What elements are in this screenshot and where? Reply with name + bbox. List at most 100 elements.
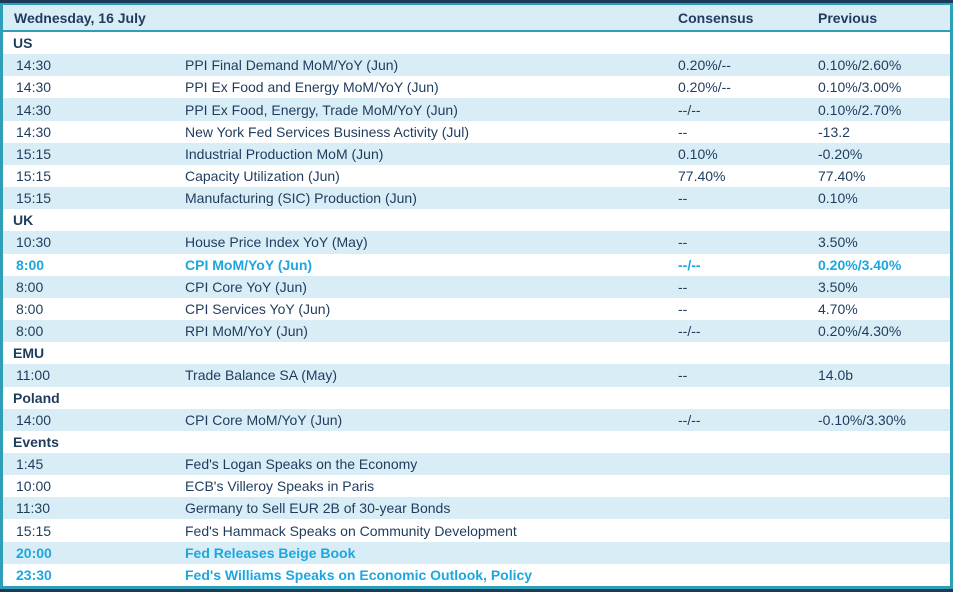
cell-event: CPI Services YoY (Jun) — [185, 300, 331, 317]
cell-consensus: --/-- — [678, 411, 701, 428]
cell-previous: 3.50% — [818, 278, 858, 295]
cell-event: CPI MoM/YoY (Jun) — [185, 256, 313, 273]
table-row: 1:45 Fed's Logan Speaks on the Economy — [3, 452, 950, 476]
cell-previous: 0.20%/3.40% — [818, 256, 902, 273]
cell-previous: -0.20% — [818, 145, 863, 162]
cell-event: House Price Index YoY (May) — [185, 234, 368, 251]
cell-previous: 3.50% — [818, 234, 858, 251]
table-row: 14:00 CPI Core MoM/YoY (Jun) --/-- -0.10%/3… — [3, 408, 950, 431]
cell-event: RPI MoM/YoY (Jun) — [185, 323, 308, 340]
table-row: 8:00 RPI MoM/YoY (Jun) --/-- 0.20%/4.30% — [3, 320, 950, 343]
cell-consensus: -- — [678, 278, 688, 295]
section-name: US — [13, 35, 33, 52]
table-row: 10:30 House Price Index YoY (May) -- 3.50% — [3, 231, 950, 254]
cell-time: 15:15 — [16, 168, 52, 185]
table-title-date: Wednesday, 16 July — [14, 9, 146, 26]
column-header-consensus: Consensus — [678, 9, 754, 26]
section-name: Poland — [13, 389, 60, 406]
cell-time: 14:30 — [16, 123, 52, 140]
cell-previous: 0.10%/3.00% — [818, 79, 902, 96]
cell-consensus: -- — [678, 367, 688, 384]
cell-time: 14:00 — [16, 411, 52, 428]
cell-time: 14:30 — [16, 57, 52, 74]
cell-consensus: --/-- — [678, 256, 701, 273]
cell-time: 11:00 — [16, 367, 50, 384]
section-header-row: Poland — [3, 386, 950, 409]
table-row: 15:15 Manufacturing (SIC) Production (Jun… — [3, 187, 950, 210]
cell-time: 23:30 — [16, 566, 52, 583]
table-row: 8:00 CPI Services YoY (Jun) -- 4.70% — [3, 297, 950, 321]
table-row: 15:15 Industrial Production MoM (Jun) 0.10… — [3, 142, 950, 165]
cell-consensus: -- — [678, 123, 688, 140]
cell-time: 10:30 — [16, 234, 52, 251]
table-row: 14:30 PPI Final Demand MoM/YoY (Jun) 0.20%… — [3, 54, 950, 77]
table-header-row: Wednesday, 16 July Consensus Previous — [3, 5, 950, 32]
cell-consensus: --/-- — [678, 101, 701, 118]
section-header-row: UK — [3, 209, 950, 232]
section-name: EMU — [13, 345, 45, 362]
cell-consensus: 77.40% — [678, 168, 726, 185]
cell-consensus: --/-- — [678, 323, 701, 340]
cell-time: 15:15 — [16, 145, 52, 162]
cell-time: 15:15 — [16, 522, 52, 539]
cell-time: 8:00 — [16, 256, 45, 273]
cell-previous: -0.10%/3.30% — [818, 411, 906, 428]
table-row: 20:00 Fed Releases Beige Book — [3, 541, 950, 564]
cell-time: 14:30 — [16, 101, 52, 118]
cell-event: New York Fed Services Business Activity … — [185, 123, 469, 140]
cell-event: CPI Core YoY (Jun) — [185, 278, 307, 295]
cell-event: Fed's Logan Speaks on the Economy — [185, 456, 418, 473]
cell-event: Germany to Sell EUR 2B of 30-year Bonds — [185, 500, 451, 517]
section-header-row: US — [3, 32, 950, 55]
cell-event: Capacity Utilization (Jun) — [185, 168, 340, 185]
table-row: 11:30 Germany to Sell EUR 2B of 30-year B… — [3, 497, 950, 520]
cell-time: 8:00 — [16, 323, 44, 340]
cell-consensus: 0.20%/-- — [678, 57, 731, 74]
cell-time: 8:00 — [16, 278, 44, 295]
cell-previous: 14.0b — [818, 367, 854, 384]
table-row: 23:30 Fed's Williams Speaks on Economic O… — [3, 563, 950, 586]
table-row: 11:00 Trade Balance SA (May) -- 14.0b — [3, 364, 950, 387]
table-body: US 14:30 PPI Final Demand MoM/YoY (Jun) 0.2… — [3, 32, 950, 586]
cell-consensus: 0.10% — [678, 145, 718, 162]
cell-previous: -13.2 — [818, 123, 850, 140]
table-row: 15:15 Fed's Hammack Speaks on Community D… — [3, 519, 950, 542]
cell-consensus: -- — [678, 300, 688, 317]
cell-event: PPI Ex Food, Energy, Trade MoM/YoY (Jun) — [185, 101, 458, 118]
cell-event: Fed Releases Beige Book — [185, 544, 356, 561]
cell-event: ECB's Villeroy Speaks in Paris — [185, 478, 375, 495]
table-row: 10:00 ECB's Villeroy Speaks in Paris — [3, 475, 950, 498]
cell-event: Trade Balance SA (May) — [185, 367, 337, 384]
cell-event: CPI Core MoM/YoY (Jun) — [185, 411, 343, 428]
cell-event: Manufacturing (SIC) Production (Jun) — [185, 190, 417, 207]
table-row: 15:15 Capacity Utilization (Jun) 77.40% 77.… — [3, 164, 950, 188]
table-row: 14:30 New York Fed Services Business Acti… — [3, 120, 950, 143]
cell-previous: 0.10%/2.70% — [818, 101, 902, 118]
cell-consensus: -- — [678, 234, 688, 251]
cell-event: Industrial Production MoM (Jun) — [185, 145, 384, 162]
cell-event: Fed's Williams Speaks on Economic Outloo… — [185, 566, 533, 583]
cell-event: PPI Final Demand MoM/YoY (Jun) — [185, 57, 399, 74]
cell-time: 11:30 — [16, 500, 50, 517]
section-header-row: EMU — [3, 342, 950, 365]
cell-time: 10:00 — [16, 478, 52, 495]
table-row: 14:30 PPI Ex Food and Energy MoM/YoY (Jun… — [3, 76, 950, 99]
cell-previous: 4.70% — [818, 300, 858, 317]
cell-previous: 77.40% — [818, 168, 866, 185]
table-row: 8:00 CPI Core YoY (Jun) -- 3.50% — [3, 275, 950, 298]
cell-consensus: -- — [678, 190, 688, 207]
cell-time: 8:00 — [16, 300, 44, 317]
cell-event: PPI Ex Food and Energy MoM/YoY (Jun) — [185, 79, 439, 96]
table-row: 8:00 CPI MoM/YoY (Jun) --/-- 0.20%/3.40% — [3, 253, 950, 276]
section-name: Events — [13, 433, 59, 450]
cell-time: 20:00 — [16, 544, 52, 561]
cell-previous: 0.10%/2.60% — [818, 57, 902, 74]
economic-calendar-inner: Wednesday, 16 July Consensus Previous US… — [0, 3, 953, 589]
column-header-previous: Previous — [818, 9, 878, 26]
section-header-row: Events — [3, 430, 950, 453]
cell-time: 1:45 — [16, 456, 44, 473]
cell-consensus: 0.20%/-- — [678, 79, 731, 96]
cell-previous: 0.10% — [818, 190, 858, 207]
cell-previous: 0.20%/4.30% — [818, 323, 902, 340]
